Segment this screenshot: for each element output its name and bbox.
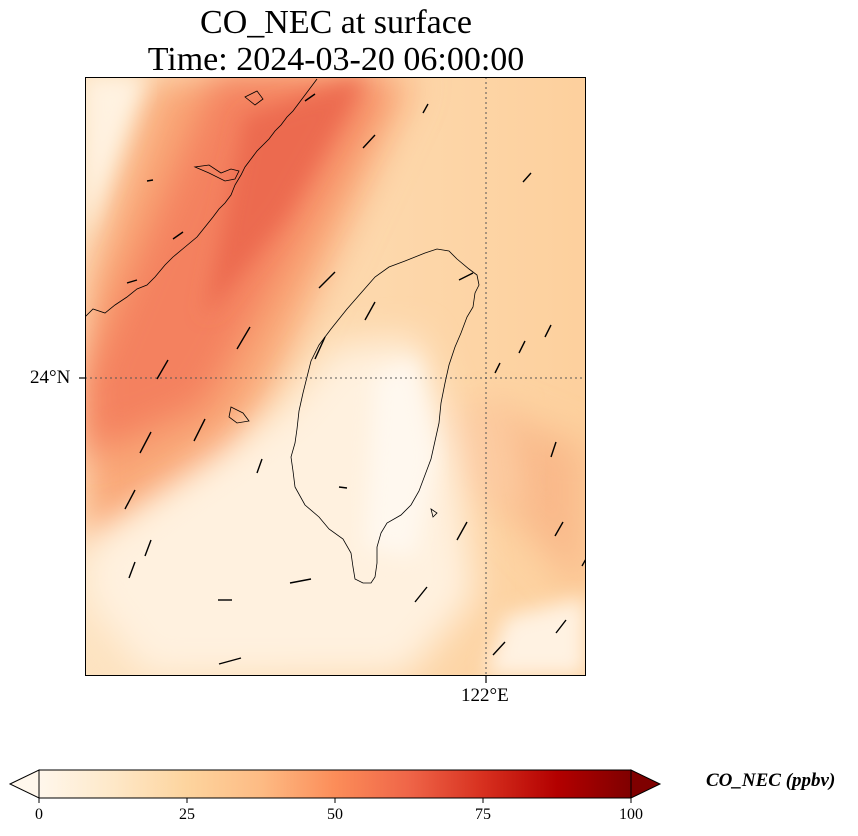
wind-arrow [289,578,312,584]
wind-arrow [193,418,206,442]
colorbar-ticks [38,798,632,803]
wind-arrow [494,362,501,374]
wind-arrow [156,359,169,380]
wind-arrow [314,336,326,360]
colorbar-gradient [39,770,631,798]
coastline [85,78,480,584]
wind-arrow [256,458,263,474]
concentration-field [85,77,586,676]
wind-arrow [304,93,316,102]
wind-arrow [422,103,429,114]
latitude-label: 24°N [30,367,71,388]
wind-arrow [236,326,251,350]
wind-arrow [218,657,242,665]
map-panel [85,77,586,676]
wind-arrow [146,179,154,182]
wind-arrow [128,561,136,579]
wind-arrow [544,324,552,338]
wind-arrow [362,134,376,149]
wind-arrow [518,340,526,354]
colorbar [8,769,662,803]
colorbar-tick-label: 25 [179,806,195,823]
colorbar-tick-label: 50 [327,806,343,823]
map-title-line-1: CO_NEC at surface [200,4,472,41]
wind-arrow [414,586,428,603]
taiwan-coastline [290,248,480,584]
wind-arrow [492,641,506,656]
wind-arrow [522,172,532,183]
colorbar-tick-label: 100 [619,806,643,823]
colorbar-tick-label: 75 [475,806,491,823]
colorbar-extend-max [630,769,662,799]
wind-arrow [338,486,348,489]
wind-arrow [139,431,152,454]
colorbar-tick-label: 0 [35,806,43,823]
wind-vectors [124,93,586,665]
wind-arrow [456,521,468,541]
gridlines [85,77,586,676]
wind-arrow [554,521,564,537]
wind-arrow [144,539,152,557]
map-title-line-2: Time: 2024-03-20 06:00:00 [147,41,525,78]
wind-arrow [126,279,138,284]
wind-arrow [318,271,336,289]
wind-arrow [124,489,136,510]
wind-arrow [550,441,557,458]
concentration-map [85,77,586,676]
wind-arrow [364,301,376,321]
china-coastline [85,78,318,318]
wind-arrow [555,619,567,634]
longitude-label: 122°E [461,685,509,706]
wind-arrow [172,231,184,240]
map-frame [85,77,586,676]
colorbar-title: CO_NEC (ppbv) [706,770,836,791]
wind-arrow [458,272,474,281]
colorbar-extend-min [8,769,40,799]
